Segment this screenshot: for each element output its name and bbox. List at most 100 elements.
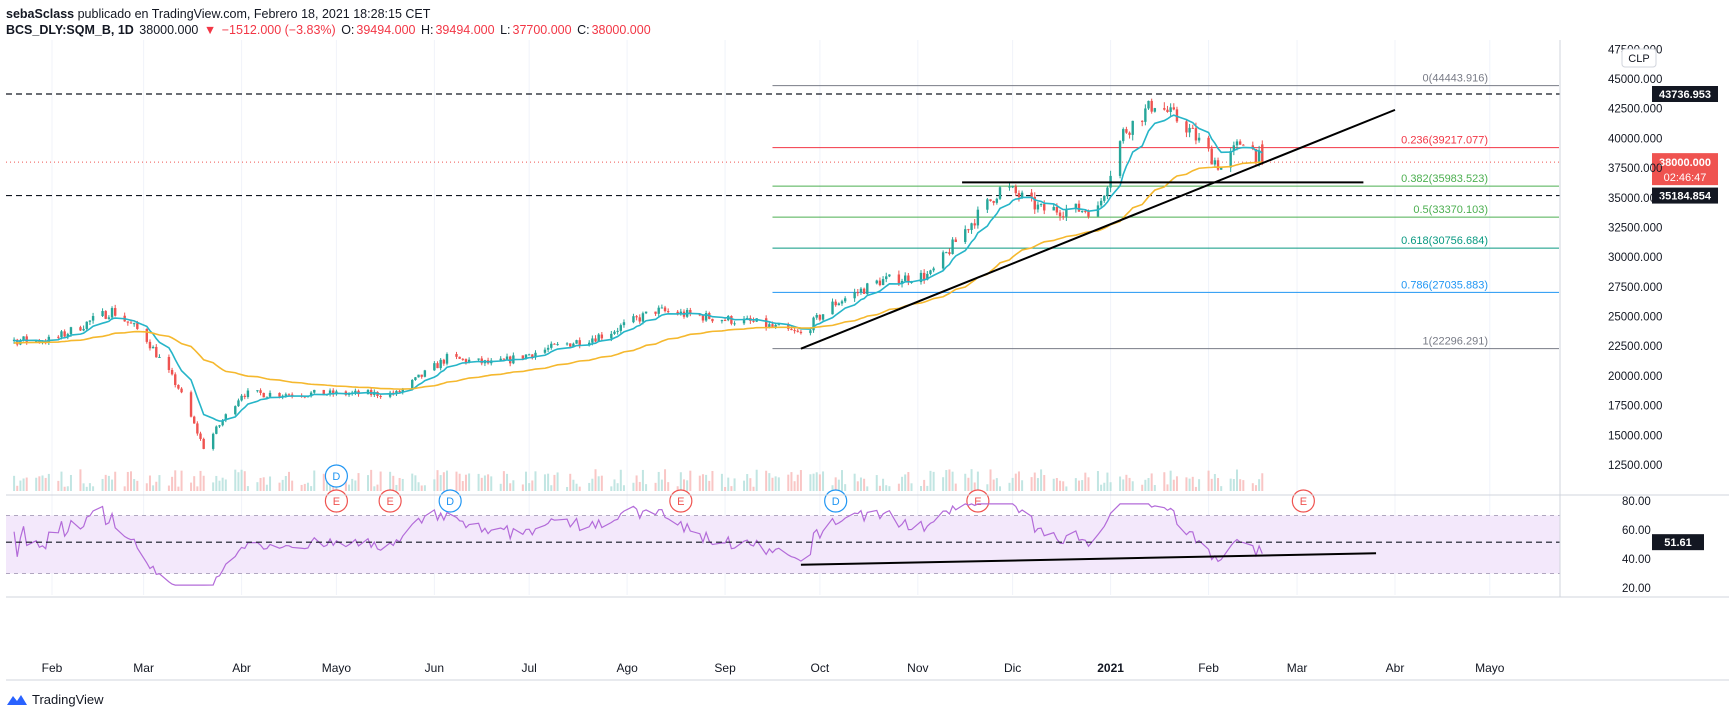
candle-body: [211, 433, 215, 449]
dividend-event-icon: [324, 464, 348, 488]
volume-bar: [1175, 476, 1178, 491]
candle-body: [1058, 212, 1062, 217]
volume-bar: [964, 473, 967, 491]
candle-body: [904, 275, 907, 281]
volume-bar: [370, 469, 373, 491]
volume-bar: [679, 472, 682, 491]
candle-body: [167, 356, 171, 371]
volume-bar: [1258, 479, 1261, 491]
volume-bar: [123, 486, 126, 491]
volume-bar: [487, 474, 490, 491]
candle-body: [1033, 196, 1036, 210]
candle-body: [524, 354, 528, 359]
volume-bar: [1065, 486, 1068, 491]
volume-bar: [720, 473, 723, 491]
volume-bar: [866, 486, 869, 491]
candle-body: [1172, 107, 1175, 110]
candle-body: [1008, 186, 1011, 188]
volume-bar: [553, 474, 556, 491]
candle-body: [104, 311, 107, 319]
candle-body: [1055, 206, 1059, 213]
volume-bar: [973, 482, 976, 491]
candle-body: [85, 321, 88, 329]
candle-body: [1163, 108, 1166, 110]
candle-body: [594, 338, 597, 342]
volume-bar: [1198, 479, 1201, 491]
volume-bar: [701, 474, 704, 491]
candle-body: [723, 320, 727, 322]
volume-bar: [743, 480, 746, 491]
price-tick-label: 20000.000: [1608, 371, 1662, 383]
candle-body: [704, 313, 708, 321]
candle-body: [1207, 137, 1210, 149]
volume-bar: [616, 483, 619, 491]
time-tick-label: Mayo: [1475, 661, 1505, 675]
volume-bar: [291, 480, 294, 491]
volume-bar: [1261, 473, 1264, 491]
volume-bar: [461, 481, 464, 491]
volume-bar: [47, 473, 50, 491]
volume-bar: [414, 475, 417, 491]
volume-bar: [439, 475, 442, 491]
candle-body: [1220, 167, 1223, 170]
event-marker-label: E: [386, 496, 393, 508]
candle-body: [129, 322, 133, 324]
volume-bar: [1236, 469, 1238, 491]
volume-bar: [19, 480, 22, 491]
footer-brand[interactable]: TradingView: [6, 692, 104, 707]
candle-body: [1084, 210, 1087, 212]
volume-bar: [477, 473, 480, 491]
volume-bar: [749, 478, 752, 491]
volume-bar: [265, 484, 268, 491]
volume-bar: [686, 480, 689, 491]
tradingview-logo-icon: [7, 694, 27, 705]
candle-body: [600, 334, 604, 339]
volume-bar: [1040, 469, 1043, 491]
candle-body: [569, 343, 572, 347]
level-tag-label: 43736.953: [1659, 89, 1711, 101]
volume-bar: [1229, 478, 1232, 491]
candle-body: [543, 349, 547, 353]
volume-bar: [1188, 478, 1191, 491]
rsi-tick-label: 60.00: [1622, 525, 1651, 537]
price-tick-label: 40000.000: [1608, 133, 1662, 145]
candle-body: [1213, 160, 1217, 165]
volume-bar: [278, 482, 281, 491]
candle-body: [843, 298, 847, 302]
volume-bar: [799, 470, 802, 491]
volume-bar: [1210, 478, 1213, 491]
volume-bar: [171, 476, 174, 491]
volume-bar: [240, 469, 243, 491]
symbol-label[interactable]: BCS_DLY:SQM_B, 1D: [6, 23, 134, 37]
volume-bar: [1074, 478, 1077, 491]
volume-bar: [841, 470, 843, 491]
candle-body: [1210, 148, 1213, 165]
volume-bar: [88, 483, 91, 491]
candle-body: [821, 314, 825, 320]
price-chart[interactable]: 0(44443.916) 0.236(39217.077) 0.382(35983.…: [0, 0, 1729, 690]
candle-body: [262, 392, 265, 398]
ema-fast-line: [13, 114, 1263, 422]
author-name[interactable]: sebaSclass: [6, 7, 75, 21]
volume-bar: [676, 486, 679, 491]
volume-bar: [976, 471, 979, 491]
volume-bar: [354, 480, 357, 491]
candle-body: [196, 423, 199, 434]
candle-body: [951, 239, 954, 255]
candle-body: [1052, 206, 1055, 211]
candle-body: [941, 252, 945, 269]
candle-body: [1254, 149, 1258, 163]
low-value: 37700.000: [512, 23, 572, 37]
candle-body: [1087, 211, 1090, 217]
volume-bar: [246, 486, 249, 491]
candle-body: [527, 354, 531, 356]
candle-body: [1103, 195, 1106, 201]
close-value: 38000.000: [591, 23, 651, 37]
volume-bar: [259, 477, 262, 491]
candle-body: [1020, 192, 1024, 198]
candle-body: [644, 311, 648, 314]
volume-bar: [594, 469, 597, 491]
rsi-band-fill: [6, 515, 1560, 574]
volume-bar: [1030, 477, 1033, 491]
rsi-tick-label: 40.00: [1622, 554, 1651, 566]
